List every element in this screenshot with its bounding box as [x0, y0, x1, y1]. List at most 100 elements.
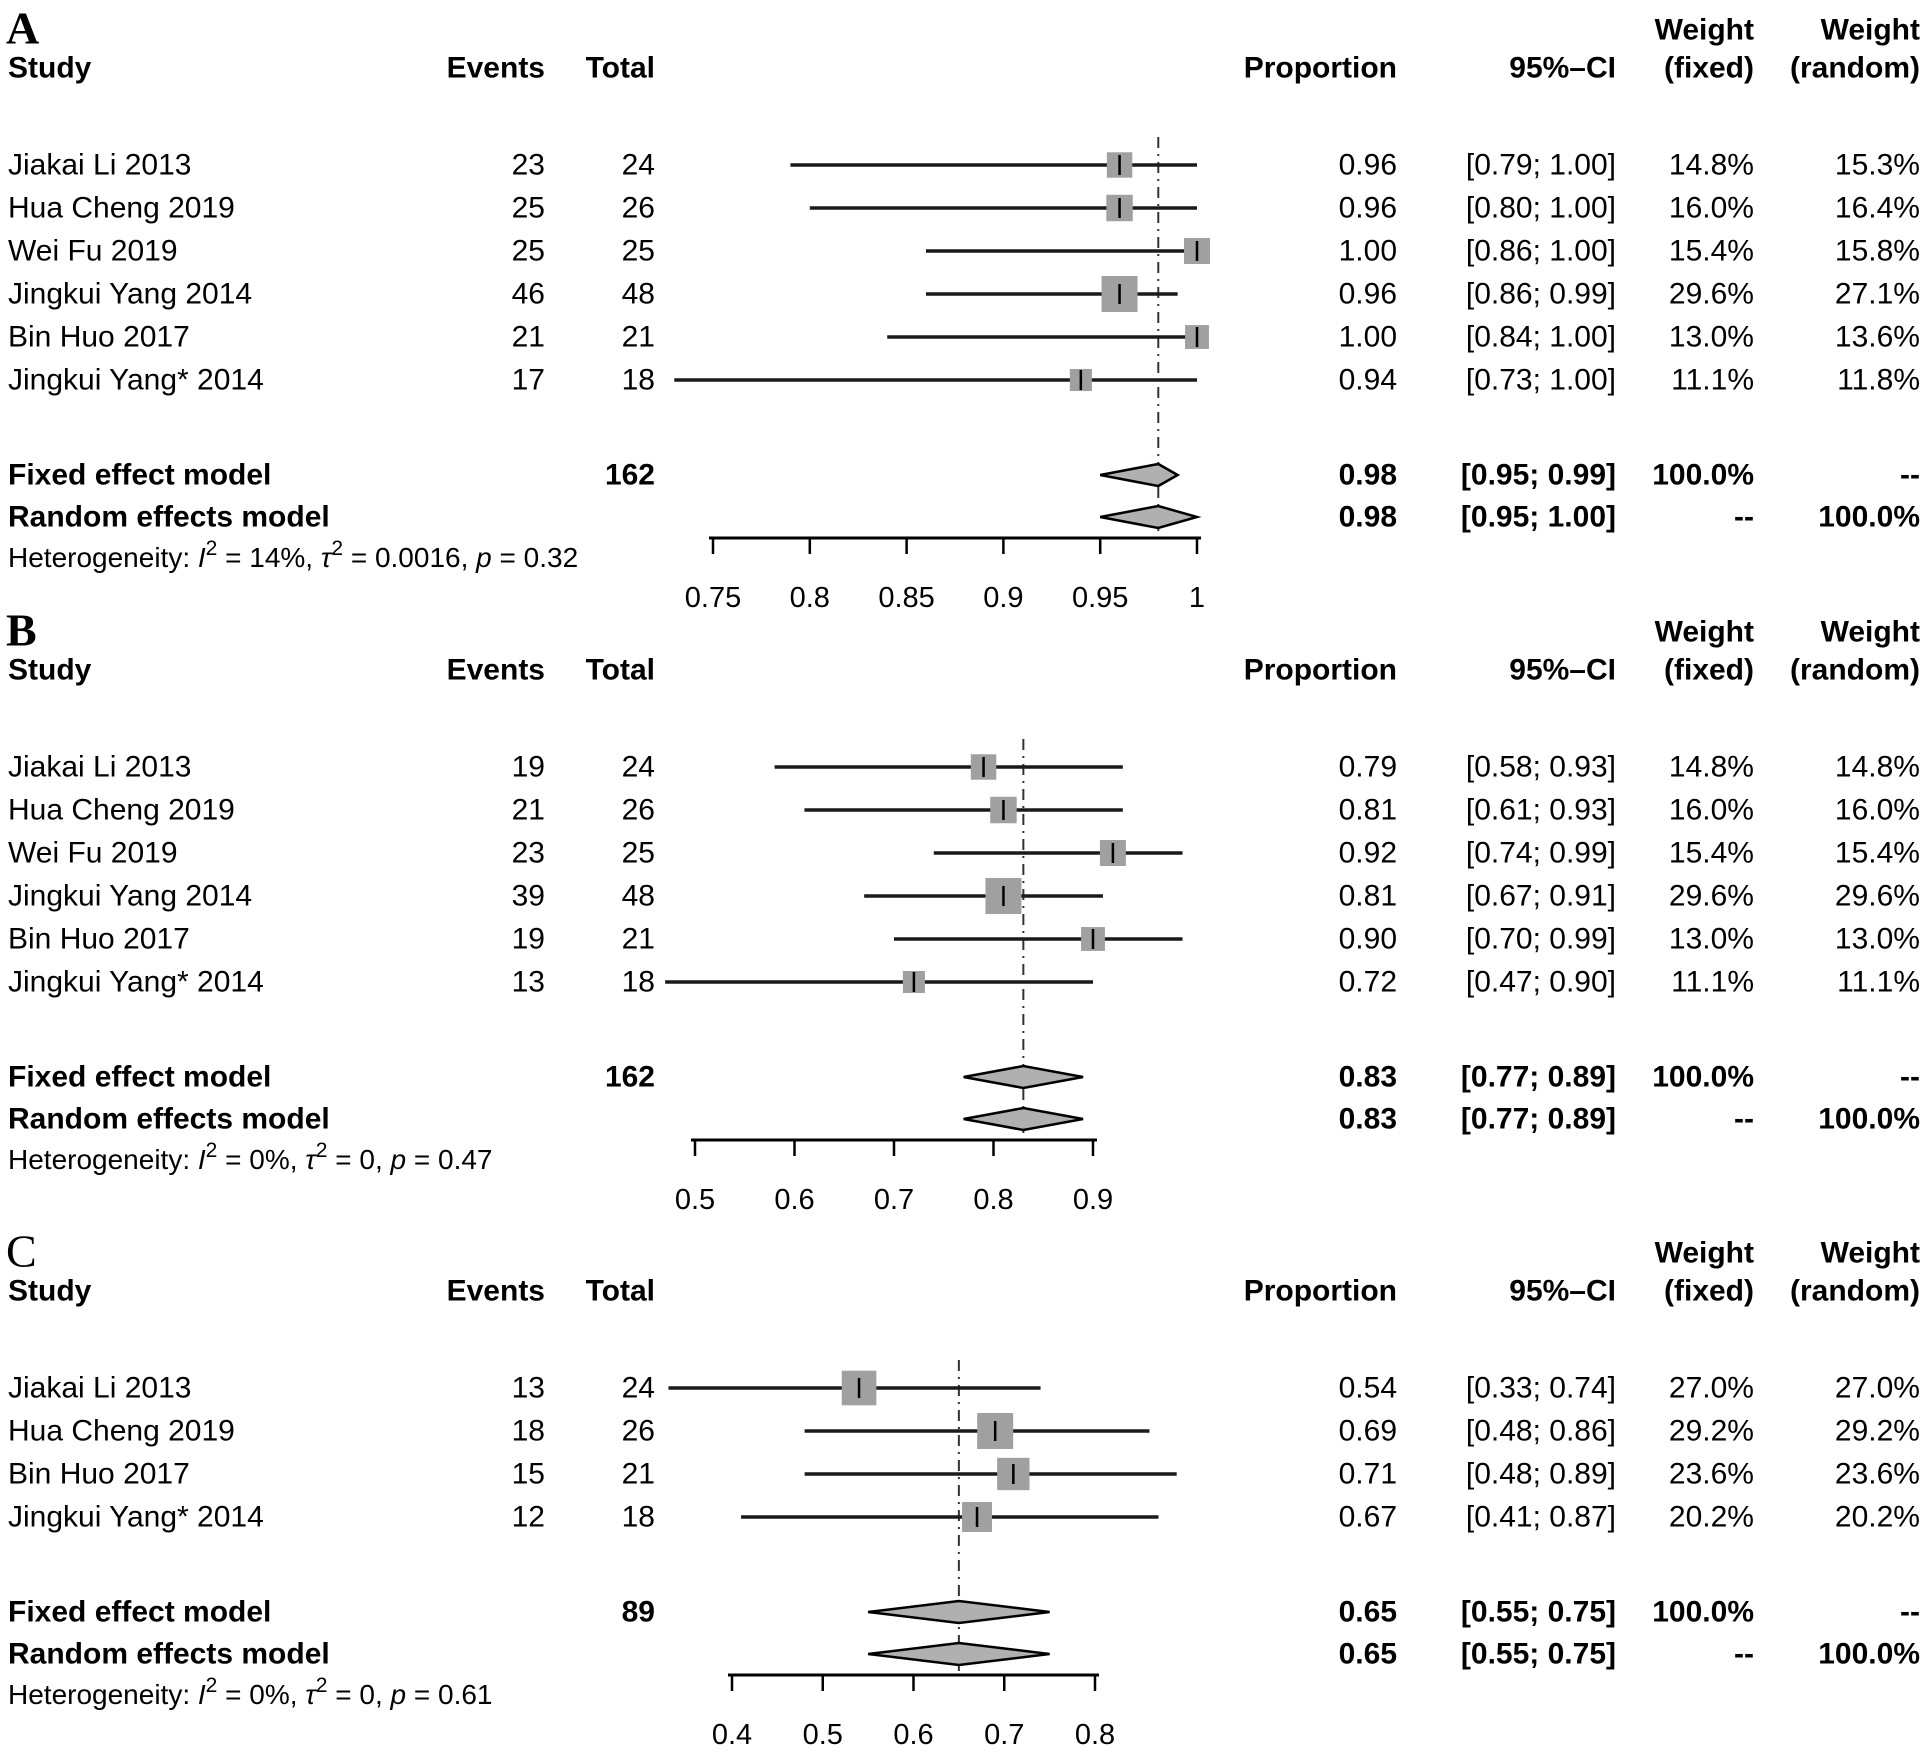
col-header-proportion: Proportion [1244, 654, 1397, 687]
study-row: Jingkui Yang* 2014 17 18 0.94 [0.73; 1.00] 11… [8, 364, 1920, 397]
x-axis-tick-label: 0.6 [774, 1184, 814, 1216]
study-total: 26 [622, 1415, 655, 1448]
study-row: Bin Huo 2017 15 21 0.71 [0.48; 0.89] 23.6% 23.… [8, 1458, 1920, 1491]
study-total: 21 [622, 1458, 655, 1491]
study-row: Jiakai Li 2013 19 24 0.79 [0.58; 0.93] 14.8% 1… [8, 751, 1920, 784]
study-events: 21 [512, 794, 545, 827]
x-axis-tick-label: 0.7 [984, 1719, 1024, 1751]
summary-weight-random: 100.0% [1818, 501, 1920, 534]
study-name: Jingkui Yang* 2014 [8, 1501, 264, 1534]
study-ci: [0.67; 0.91] [1466, 880, 1616, 913]
summary-weight-fixed: -- [1734, 1638, 1754, 1671]
summary-ci: [0.95; 1.00] [1461, 501, 1616, 534]
study-weight-random: 15.4% [1835, 837, 1920, 870]
x-axis-tick-label: 0.75 [685, 582, 741, 614]
study-total: 48 [622, 278, 655, 311]
heterogeneity-segment: 2 [206, 1139, 218, 1162]
panel-label-B: B [6, 605, 37, 656]
heterogeneity-segment: = 0.32 [492, 542, 578, 573]
panel-label-A: A [6, 3, 39, 54]
study-name: Bin Huo 2017 [8, 923, 190, 956]
summary-diamond [1099, 504, 1202, 530]
col-header-weight-fixed-top: Weight [1655, 14, 1754, 47]
study-row: Bin Huo 2017 21 21 1.00 [0.84; 1.00] 13.0% 13.… [8, 321, 1920, 354]
heterogeneity-segment: Heterogeneity: [8, 1679, 198, 1710]
heterogeneity-segment: Heterogeneity: [8, 1144, 198, 1175]
col-header-weight-fixed-top: Weight [1655, 1237, 1754, 1270]
summary-total: 162 [605, 1061, 655, 1094]
col-header-ci: 95%–CI [1509, 52, 1616, 85]
col-header-events: Events [447, 52, 545, 85]
study-events: 19 [512, 923, 545, 956]
summary-weight-fixed: 100.0% [1652, 1596, 1754, 1629]
study-name: Jingkui Yang* 2014 [8, 364, 264, 397]
heterogeneity-segment: = 0%, [217, 1144, 305, 1175]
heterogeneity-segment: Heterogeneity: [8, 542, 198, 573]
x-axis-tick-label: 0.5 [675, 1184, 715, 1216]
summary-label: Random effects model [8, 1103, 330, 1136]
study-proportion: 0.81 [1339, 794, 1397, 827]
heterogeneity-segment: = 0.0016, [343, 542, 476, 573]
study-ci: [0.41; 0.87] [1466, 1501, 1616, 1534]
col-header-weight-fixed-bottom: (fixed) [1664, 654, 1754, 687]
heterogeneity-segment: = 0, [327, 1144, 390, 1175]
study-total: 48 [622, 880, 655, 913]
study-events: 15 [512, 1458, 545, 1491]
study-row: Hua Cheng 2019 21 26 0.81 [0.61; 0.93] 16.0% 1… [8, 794, 1920, 827]
heterogeneity-text: Heterogeneity: I2 = 0%, τ2 = 0, p = 0.47 [8, 1139, 493, 1175]
study-total: 26 [622, 192, 655, 225]
x-axis-tick-label: 0.6 [893, 1719, 933, 1751]
heterogeneity-text: Heterogeneity: I2 = 14%, τ2 = 0.0016, p … [8, 537, 578, 573]
study-events: 13 [512, 1372, 545, 1405]
study-weight-random: 16.0% [1835, 794, 1920, 827]
study-total: 24 [622, 751, 655, 784]
study-weight-fixed: 23.6% [1669, 1458, 1754, 1491]
col-header-weight-fixed-bottom: (fixed) [1664, 1275, 1754, 1308]
study-name: Hua Cheng 2019 [8, 192, 235, 225]
study-weight-fixed: 11.1% [1671, 966, 1754, 999]
study-row: Jingkui Yang 2014 46 48 0.96 [0.86; 0.99] 29.… [8, 276, 1920, 312]
study-weight-fixed: 13.0% [1669, 923, 1754, 956]
study-proportion: 1.00 [1339, 235, 1397, 268]
summary-weight-random: -- [1900, 1061, 1920, 1094]
summary-label: Fixed effect model [8, 1596, 271, 1629]
study-proportion: 0.79 [1339, 751, 1397, 784]
col-header-weight-random-bottom: (random) [1790, 654, 1920, 687]
study-proportion: 0.81 [1339, 880, 1397, 913]
study-proportion: 0.96 [1339, 149, 1397, 182]
panel-A: A Weight Weight Study Events Total Proportion 9… [6, 3, 1920, 615]
summary-proportion: 0.98 [1339, 501, 1397, 534]
study-total: 18 [622, 364, 655, 397]
study-weight-random: 23.6% [1835, 1458, 1920, 1491]
x-axis-tick-label: 0.4 [712, 1719, 752, 1751]
random-effects-row: Random effects model 0.65 [0.55; 0.75] -- 10… [8, 1638, 1920, 1671]
heterogeneity-segment: I [198, 542, 206, 573]
study-events: 19 [512, 751, 545, 784]
heterogeneity-segment: 2 [206, 537, 218, 560]
summary-label: Random effects model [8, 501, 330, 534]
summary-diamond [867, 1599, 1050, 1625]
study-total: 24 [622, 1372, 655, 1405]
study-proportion: 0.72 [1339, 966, 1397, 999]
study-weight-fixed: 29.2% [1669, 1415, 1754, 1448]
summary-ci: [0.95; 0.99] [1461, 459, 1616, 492]
study-proportion: 0.67 [1339, 1501, 1397, 1534]
x-axis-tick-label: 0.9 [1073, 1184, 1113, 1216]
study-weight-fixed: 29.6% [1669, 880, 1754, 913]
summary-diamond [867, 1641, 1050, 1667]
heterogeneity-segment: p [390, 1144, 407, 1175]
study-weight-random: 13.6% [1835, 321, 1920, 354]
col-header-weight-random-top: Weight [1821, 616, 1920, 649]
heterogeneity-segment: 2 [316, 1139, 328, 1162]
heterogeneity-segment: τ [321, 542, 333, 573]
study-name: Jiakai Li 2013 [8, 751, 191, 784]
study-row: Jingkui Yang* 2014 13 18 0.72 [0.47; 0.90] 11… [8, 966, 1920, 999]
study-weight-fixed: 29.6% [1669, 278, 1754, 311]
study-ci: [0.47; 0.90] [1466, 966, 1616, 999]
study-total: 18 [622, 966, 655, 999]
study-total: 18 [622, 1501, 655, 1534]
summary-diamond [963, 1064, 1084, 1090]
col-header-study: Study [8, 1275, 92, 1308]
